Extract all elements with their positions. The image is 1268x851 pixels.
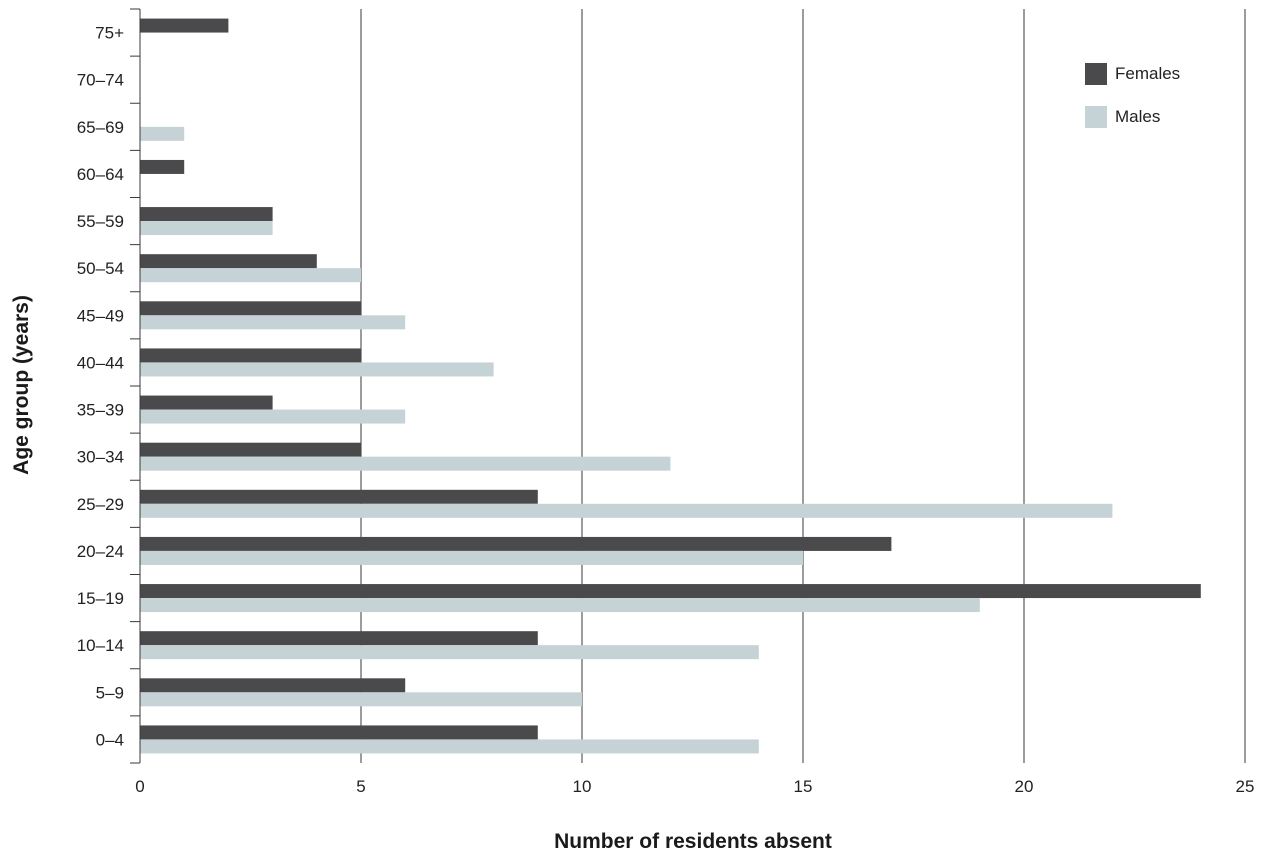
x-tick-label: 15	[794, 777, 813, 796]
bar-males-4	[140, 550, 803, 565]
legend: Females Males	[1085, 63, 1180, 128]
x-tick-label: 5	[356, 777, 365, 796]
x-tick-labels: 0 5 10 15 20 25	[135, 777, 1254, 796]
legend-label-males: Males	[1115, 107, 1160, 126]
bar-females-1	[140, 678, 406, 693]
bar-males-2	[140, 645, 759, 660]
bar-males-13	[140, 126, 185, 141]
x-tick-label: 25	[1236, 777, 1255, 796]
bar-females-0	[140, 725, 538, 740]
axes	[130, 8, 141, 764]
bar-females-8	[140, 348, 361, 363]
x-axis-title: Number of residents absent	[554, 830, 832, 851]
y-tick-label: 5–9	[96, 683, 124, 702]
y-tick-label: 70–74	[77, 71, 124, 90]
y-tick-label: 30–34	[77, 448, 124, 467]
y-tick-label: 65–69	[77, 118, 124, 137]
x-tick-label: 0	[135, 777, 144, 796]
x-tick-label: 20	[1015, 777, 1034, 796]
y-tick-label: 60–64	[77, 165, 124, 184]
bar-females-11	[140, 207, 273, 222]
bar-males-3	[140, 598, 980, 613]
y-tick-label: 0–4	[96, 730, 124, 749]
y-tick-label: 15–19	[77, 589, 124, 608]
y-tick-label: 45–49	[77, 306, 124, 325]
y-tick-label: 55–59	[77, 212, 124, 231]
y-tick-label: 25–29	[77, 495, 124, 514]
bar-males-0	[140, 739, 759, 754]
y-tick-label: 50–54	[77, 259, 124, 278]
bar-males-11	[140, 221, 273, 236]
bars	[140, 18, 1201, 754]
bar-females-15	[140, 18, 229, 33]
y-tick-label: 20–24	[77, 542, 124, 561]
legend-swatch-males	[1085, 106, 1107, 128]
bar-females-4	[140, 536, 892, 551]
bar-females-9	[140, 301, 361, 316]
y-axis-title: Age group (years)	[10, 295, 33, 475]
bar-females-2	[140, 631, 538, 646]
bar-females-5	[140, 489, 538, 504]
bar-males-10	[140, 268, 361, 283]
y-tick-label: 10–14	[77, 636, 124, 655]
bar-males-1	[140, 692, 582, 707]
bar-males-7	[140, 409, 406, 424]
bar-males-8	[140, 362, 494, 377]
bar-females-12	[140, 159, 185, 174]
x-tick-label: 10	[573, 777, 592, 796]
bar-females-7	[140, 395, 273, 410]
bar-females-3	[140, 584, 1201, 599]
legend-swatch-females	[1085, 63, 1107, 85]
bar-females-10	[140, 254, 317, 269]
y-tick-label: 40–44	[77, 353, 124, 372]
bar-females-6	[140, 442, 361, 457]
y-tick-label: 35–39	[77, 401, 124, 420]
y-tick-label: 75+	[95, 24, 124, 43]
bar-males-9	[140, 315, 406, 330]
bar-males-6	[140, 456, 671, 471]
legend-label-females: Females	[1115, 64, 1180, 83]
bar-males-5	[140, 503, 1113, 518]
y-tick-labels: 0–4 5–9 10–14 15–19 20–24 25–29 30–34 35–39 40–4…	[77, 24, 124, 750]
